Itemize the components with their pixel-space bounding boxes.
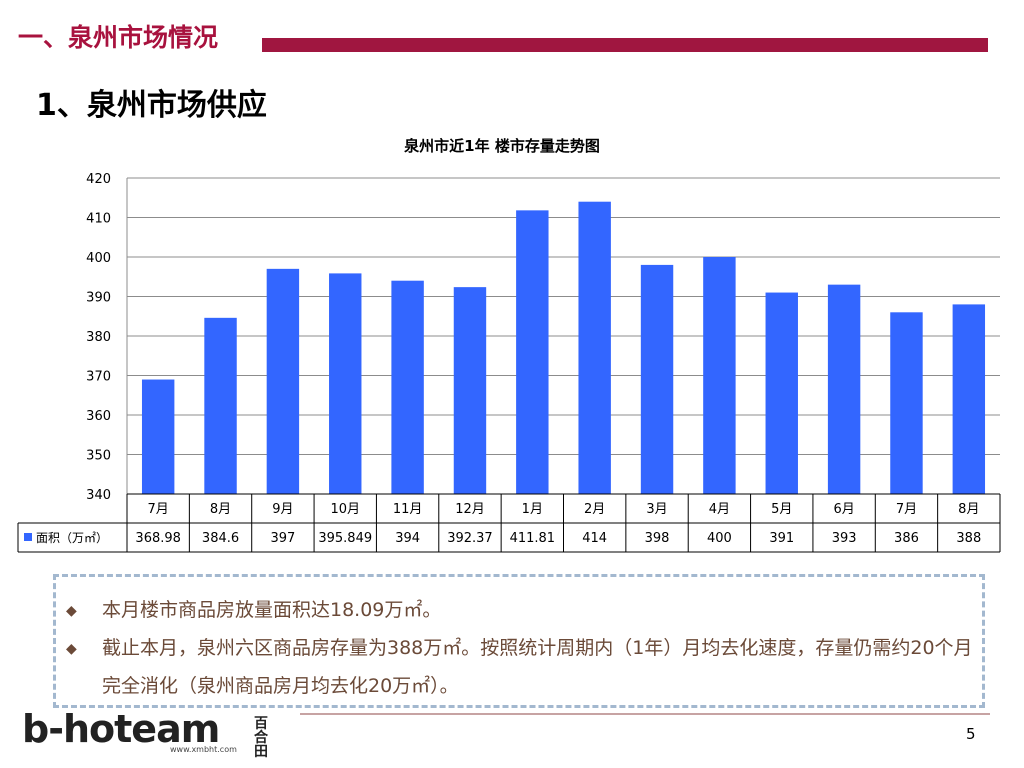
data-label: 386 bbox=[894, 531, 919, 546]
x-tick-label: 3月 bbox=[646, 502, 667, 517]
bar bbox=[827, 284, 861, 494]
x-tick-label: 10月 bbox=[330, 502, 360, 517]
y-tick-label: 410 bbox=[86, 212, 111, 227]
note-item: ◆ 本月楼市商品房放量面积达18.09万㎡。 bbox=[66, 591, 441, 630]
x-tick-label: 11月 bbox=[393, 502, 423, 517]
data-label: 400 bbox=[707, 531, 732, 546]
y-tick-label: 350 bbox=[86, 449, 111, 464]
bar bbox=[141, 379, 175, 494]
data-label: 395.849 bbox=[318, 531, 372, 546]
bar bbox=[391, 280, 424, 494]
logo-cn: 百合田 bbox=[254, 716, 268, 760]
y-tick-label: 390 bbox=[86, 291, 111, 306]
bar-chart: 340 350 360 370 380 390 400 410 420 7月 8月 9月 10月 11月 1… bbox=[17, 172, 1001, 553]
bar bbox=[765, 292, 798, 494]
y-tick-label: 400 bbox=[86, 251, 111, 266]
chart-title: 泉州市近1年 楼市存量走势图 bbox=[404, 137, 600, 155]
footer-divider bbox=[300, 713, 990, 715]
data-label: 394 bbox=[395, 531, 420, 546]
logo: b-hoteam www.xmbht.com 百合田 bbox=[22, 707, 268, 759]
y-tick-label: 360 bbox=[86, 409, 111, 424]
x-tick-label: 9月 bbox=[272, 502, 293, 517]
bar bbox=[952, 304, 986, 494]
section-title: 一、泉州市场情况 bbox=[18, 23, 219, 52]
x-tick-label: 6月 bbox=[833, 502, 854, 517]
logo-text: b-hoteam bbox=[22, 707, 220, 751]
notes-box: ◆ 本月楼市商品房放量面积达18.09万㎡。 ◆ 截止本月，泉州六区商品房存量为… bbox=[53, 574, 985, 708]
bar bbox=[453, 287, 487, 494]
bar bbox=[703, 257, 736, 494]
bar bbox=[266, 268, 300, 494]
legend-label: 面积（万㎡） bbox=[36, 531, 108, 545]
x-tick-label: 4月 bbox=[709, 502, 730, 517]
data-label: 384.6 bbox=[202, 531, 239, 546]
x-tick-label: 8月 bbox=[958, 502, 979, 517]
x-tick-label: 2月 bbox=[584, 502, 605, 517]
note-text: 截止本月，泉州六区商品房存量为388万㎡。按照统计周期内（1年）月均去化速度，存… bbox=[102, 637, 973, 697]
data-label: 414 bbox=[582, 531, 607, 546]
header-bar bbox=[262, 38, 988, 52]
bar bbox=[640, 264, 674, 494]
x-tick-label: 8月 bbox=[210, 502, 231, 517]
y-tick-label: 370 bbox=[86, 370, 111, 385]
data-label: 411.81 bbox=[510, 531, 556, 546]
bar bbox=[516, 210, 549, 494]
note-text: 本月楼市商品房放量面积达18.09万㎡。 bbox=[102, 599, 442, 621]
x-tick-label: 7月 bbox=[896, 502, 917, 517]
y-tick-label: 340 bbox=[86, 488, 111, 503]
data-label: 392.37 bbox=[447, 531, 493, 546]
page-title: 1、泉州市场供应 bbox=[36, 88, 267, 123]
bar bbox=[890, 312, 923, 494]
note-item: ◆ 截止本月，泉州六区商品房存量为388万㎡。按照统计周期内（1年）月均去化速度… bbox=[66, 629, 973, 697]
page-number: 5 bbox=[966, 725, 976, 743]
y-tick-label: 380 bbox=[86, 330, 111, 345]
data-label: 368.98 bbox=[135, 531, 181, 546]
diamond-bullet-icon: ◆ bbox=[66, 603, 77, 619]
bar bbox=[578, 201, 611, 494]
data-label: 393 bbox=[832, 531, 857, 546]
x-tick-label: 5月 bbox=[771, 502, 792, 517]
data-label: 398 bbox=[645, 531, 670, 546]
bar bbox=[204, 317, 237, 494]
bar bbox=[329, 273, 362, 494]
legend-swatch bbox=[24, 533, 32, 541]
diamond-bullet-icon: ◆ bbox=[66, 641, 77, 657]
x-tick-label: 12月 bbox=[455, 502, 485, 517]
x-tick-label: 7月 bbox=[148, 502, 169, 517]
data-label: 397 bbox=[270, 531, 295, 546]
x-tick-label: 1月 bbox=[522, 502, 543, 517]
y-tick-label: 420 bbox=[86, 172, 111, 187]
data-label: 391 bbox=[769, 531, 794, 546]
data-label: 388 bbox=[956, 531, 981, 546]
logo-url: www.xmbht.com bbox=[170, 745, 237, 754]
